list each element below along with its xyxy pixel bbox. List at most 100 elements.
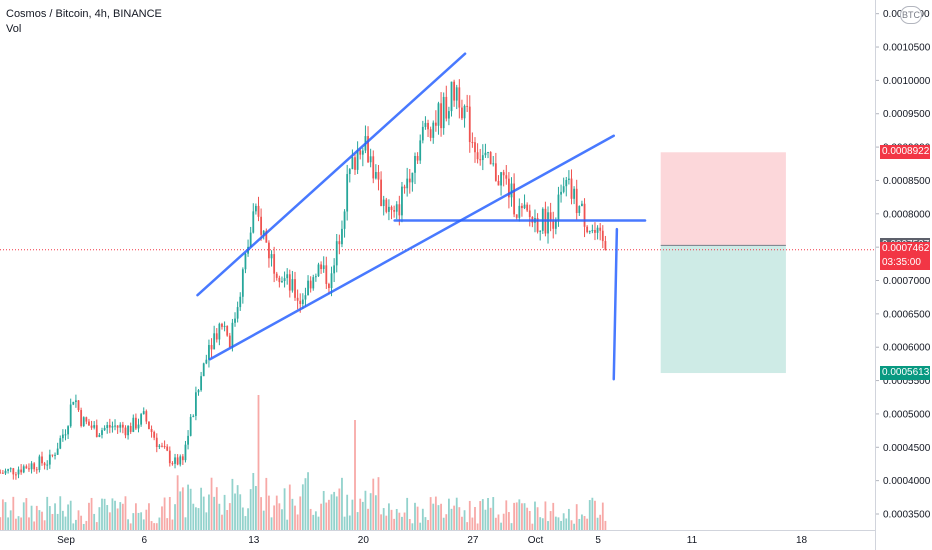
volume-bar xyxy=(552,502,555,530)
candle-body xyxy=(510,183,513,198)
volume-bar xyxy=(189,488,192,530)
candle-body xyxy=(101,430,103,435)
volume-bar xyxy=(434,496,437,530)
volume-bar xyxy=(0,517,2,530)
candle-body xyxy=(333,265,336,274)
candle-body xyxy=(252,211,255,233)
volume-bar xyxy=(299,496,302,530)
volume-bar xyxy=(218,503,221,530)
volume-bar xyxy=(262,510,265,530)
volume-bar xyxy=(578,518,581,530)
currency-badge[interactable]: BTC xyxy=(900,6,922,24)
candle-body xyxy=(254,205,257,212)
volume-bar xyxy=(51,513,54,530)
candle-body xyxy=(588,231,591,233)
candle-body xyxy=(59,438,62,449)
candle-body xyxy=(54,454,56,456)
candle-body xyxy=(85,417,88,422)
candle-body xyxy=(307,280,309,296)
volume-bar xyxy=(468,500,471,530)
volume-bar xyxy=(221,514,223,530)
candle-body xyxy=(479,159,482,161)
candle-body xyxy=(268,242,270,259)
volume-bar xyxy=(30,505,33,530)
volume-bar xyxy=(38,510,41,530)
candle-body xyxy=(471,142,474,144)
volume-bar xyxy=(312,514,315,530)
candle-body xyxy=(406,178,409,189)
volume-bar xyxy=(560,520,562,530)
volume-bar xyxy=(101,498,103,530)
volume-bar xyxy=(427,520,429,530)
candle-body xyxy=(346,174,349,212)
volume-bar xyxy=(526,507,529,530)
candle-body xyxy=(215,333,218,340)
volume-bar xyxy=(494,517,497,530)
candle-body xyxy=(189,416,192,436)
candle-body xyxy=(594,229,596,233)
volume-bar xyxy=(361,501,364,530)
candle-body xyxy=(361,150,364,155)
volume-bar xyxy=(174,504,176,530)
volume-bar xyxy=(322,490,325,530)
volume-bar xyxy=(187,484,189,530)
candle-body xyxy=(330,273,333,289)
volume-bar xyxy=(403,512,406,530)
y-tick-label: 0.0008000 xyxy=(883,209,931,220)
volume-bar xyxy=(291,498,294,530)
candle-body xyxy=(440,103,442,129)
volume-bar xyxy=(41,511,43,530)
volume-bar xyxy=(583,516,586,530)
volume-bar xyxy=(181,487,184,530)
target-zone xyxy=(660,245,786,374)
candle-body xyxy=(513,183,516,215)
volume-bar xyxy=(265,477,268,530)
candle-body xyxy=(9,468,12,470)
candle-body xyxy=(312,277,315,289)
volume-bar xyxy=(341,477,343,530)
candle-body xyxy=(283,278,286,281)
last-price-tag: 0.0007462 xyxy=(880,241,930,256)
volume-bar xyxy=(401,516,403,530)
candle-body xyxy=(586,226,589,233)
volume-bar xyxy=(228,503,231,530)
candle-body xyxy=(140,414,143,425)
candle-body xyxy=(7,469,9,471)
volume-bar xyxy=(461,516,463,530)
volume-bar xyxy=(437,505,440,530)
candle-body xyxy=(304,295,307,300)
volume-bar xyxy=(77,510,80,530)
candle-body xyxy=(557,194,560,221)
candle-body xyxy=(487,152,489,154)
volume-bar xyxy=(565,518,568,530)
volume-bar xyxy=(158,517,161,530)
volume-bar xyxy=(46,496,49,530)
candle-body xyxy=(429,129,432,138)
candle-body xyxy=(320,264,322,270)
candle-body xyxy=(265,230,268,243)
candle-body xyxy=(1,472,4,474)
volume-bar xyxy=(244,516,247,530)
stop-zone xyxy=(660,152,786,246)
volume-bar xyxy=(153,523,156,530)
volume-bar xyxy=(476,523,479,530)
volume-bar xyxy=(348,515,351,530)
candle-body xyxy=(88,421,90,426)
candle-body xyxy=(90,425,93,428)
volume-bar xyxy=(385,515,388,530)
volume-bar xyxy=(356,512,359,530)
volume-bar xyxy=(142,519,145,530)
volume-bar xyxy=(463,510,466,530)
volume-bar xyxy=(1,499,4,530)
volume-bar xyxy=(294,505,296,530)
candle-body xyxy=(351,157,354,170)
candle-body xyxy=(338,241,341,245)
y-tick-label: 0.0010000 xyxy=(883,76,931,87)
volume-bar xyxy=(453,505,456,530)
candle-body xyxy=(468,106,471,143)
candle-body xyxy=(601,230,604,242)
volume-bar xyxy=(275,495,278,530)
candle-body xyxy=(20,469,23,473)
candle-body xyxy=(604,241,607,250)
